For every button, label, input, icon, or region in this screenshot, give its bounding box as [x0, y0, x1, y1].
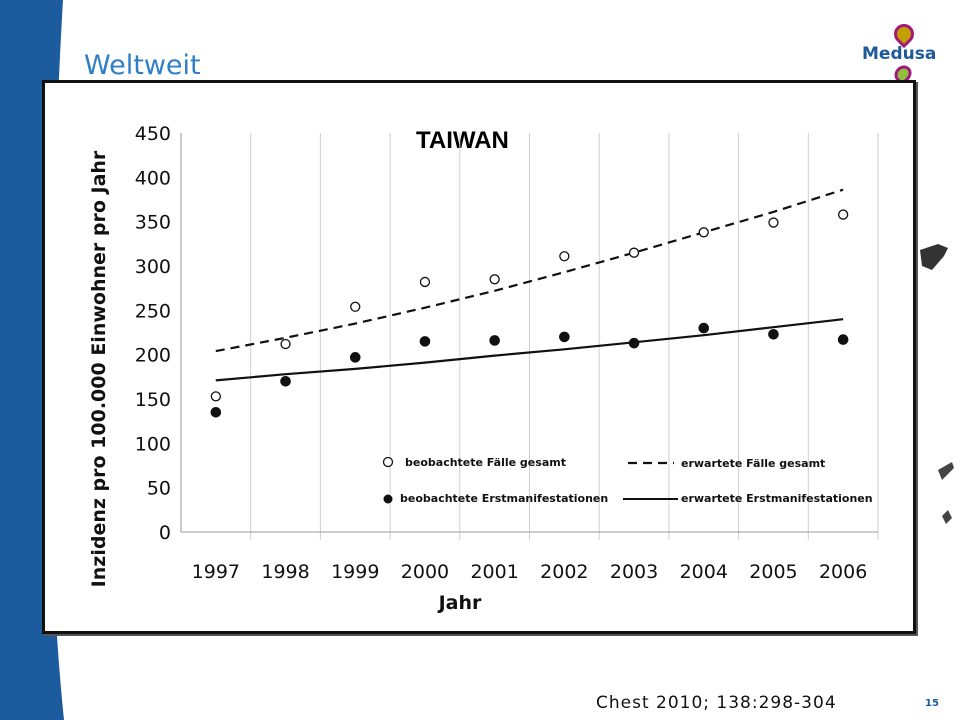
legend-label: erwartete Fälle gesamt — [681, 457, 825, 470]
x-tick-label: 2000 — [401, 561, 449, 583]
expected-total-line — [215, 188, 844, 353]
observed-first-point — [837, 334, 849, 345]
x-tick-label: 1999 — [331, 561, 379, 583]
medusa-logo: Medusa — [858, 18, 948, 87]
y-tick-label: 200 — [135, 345, 171, 367]
observed-first-point — [698, 322, 710, 334]
observed-total-point — [210, 391, 222, 402]
chart-legend: beobachtete Fälle gesamt erwartete Fälle … — [382, 456, 873, 505]
observed-total-point — [350, 301, 361, 312]
y-tick-label: 50 — [147, 478, 171, 500]
legend-label: beobachtete Erstmanifestationen — [400, 492, 608, 505]
page-number: 15 — [925, 698, 939, 709]
observed-total-point — [280, 338, 291, 350]
x-tick-label: 2003 — [610, 561, 658, 583]
x-tick-label: 2002 — [540, 561, 588, 583]
chart-frame: TAIWAN 0 50 100 150 200 250 300 350 400 450 1997 19… — [42, 80, 916, 634]
x-tick-label: 2004 — [680, 561, 728, 583]
legend-marker-filled-circle — [383, 494, 393, 504]
legend-label: beobachtete Fälle gesamt — [405, 456, 566, 469]
legend-label: erwartete Erstmanifestationen — [681, 492, 873, 505]
observed-first-point — [559, 331, 570, 343]
observed-first-point — [768, 328, 779, 340]
observed-total-point — [768, 217, 779, 228]
observed-total-point — [489, 274, 500, 285]
observed-first-point — [419, 336, 431, 347]
x-axis-label: Jahr — [437, 592, 482, 614]
incidence-chart: TAIWAN 0 50 100 150 200 250 300 350 400 450 1997 19… — [88, 123, 879, 614]
y-tick-label: 300 — [135, 256, 171, 278]
x-tick-label: 1997 — [192, 561, 240, 583]
observed-first-point — [489, 335, 500, 346]
observed-total-point — [838, 209, 849, 220]
chart-title: TAIWAN — [416, 127, 509, 154]
observed-total-point — [628, 247, 640, 258]
x-tick-label: 1998 — [261, 561, 309, 583]
y-tick-label: 350 — [135, 212, 171, 234]
y-tick-label: 250 — [135, 300, 171, 322]
y-tick-label: 150 — [135, 389, 171, 411]
y-tick-label: 450 — [135, 123, 171, 145]
slide-title: Weltweit — [84, 50, 201, 81]
citation: Chest 2010; 138:298-304 — [596, 693, 837, 713]
x-tick-label: 2005 — [749, 561, 797, 583]
observed-first-point — [210, 407, 222, 418]
y-tick-label: 100 — [135, 433, 171, 455]
legend-marker-open-circle — [382, 456, 394, 468]
y-axis-label: Inzidenz pro 100.000 Einwohner pro Jahr — [88, 150, 110, 587]
y-tick-label: 0 — [159, 522, 171, 544]
expected-first-line — [215, 318, 844, 382]
x-tick-label: 2006 — [819, 561, 867, 583]
observed-total-point — [698, 227, 709, 238]
logo-text: Medusa — [862, 44, 937, 64]
observed-first-point — [628, 337, 640, 349]
observed-total-point — [559, 251, 570, 262]
observed-first-point — [280, 375, 291, 387]
y-tick-label: 400 — [135, 167, 171, 189]
observed-total-point — [419, 276, 431, 288]
observed-first-point — [349, 352, 361, 363]
background-map-fragment — [920, 244, 954, 524]
x-tick-label: 2001 — [470, 561, 518, 583]
